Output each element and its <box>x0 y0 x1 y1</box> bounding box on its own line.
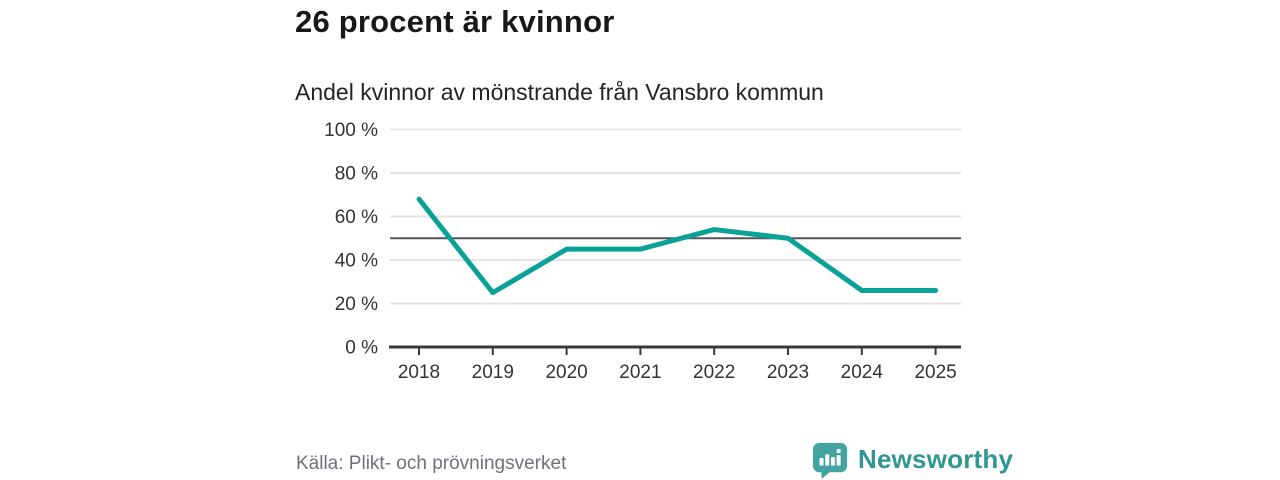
y-axis-tick-label: 0 % <box>345 338 378 359</box>
chart-subtitle: Andel kvinnor av mönstrande från Vansbro… <box>295 79 824 105</box>
x-axis-tick-label: 2022 <box>693 362 735 383</box>
x-axis-tick-label: 2025 <box>914 362 956 383</box>
y-axis-tick-label: 20 % <box>335 294 378 315</box>
data-line <box>416 196 939 296</box>
x-axis-tick-label: 2018 <box>398 362 440 383</box>
source-attribution: Källa: Plikt- och prövningsverket <box>296 453 567 474</box>
x-axis-tick-label: 2020 <box>545 362 587 383</box>
x-axis-tick-label: 2023 <box>767 362 809 383</box>
x-axis-tick-label: 2024 <box>841 362 884 383</box>
newsworthy-speech-bubble-bar-chart-icon <box>812 442 848 478</box>
x-axis-tick-label: 2021 <box>619 362 661 383</box>
y-axis-tick-label: 80 % <box>335 164 378 185</box>
newsworthy-logo: Newsworthy <box>811 440 1013 478</box>
y-axis-tick-label: 60 % <box>335 207 378 228</box>
y-axis-tick-label: 40 % <box>335 251 378 272</box>
brand-name: Newsworthy <box>858 443 1014 474</box>
chart-title: 26 procent är kvinnor <box>295 4 615 39</box>
y-axis-tick-label: 100 % <box>324 120 378 141</box>
x-axis-tick-label: 2019 <box>472 362 514 383</box>
